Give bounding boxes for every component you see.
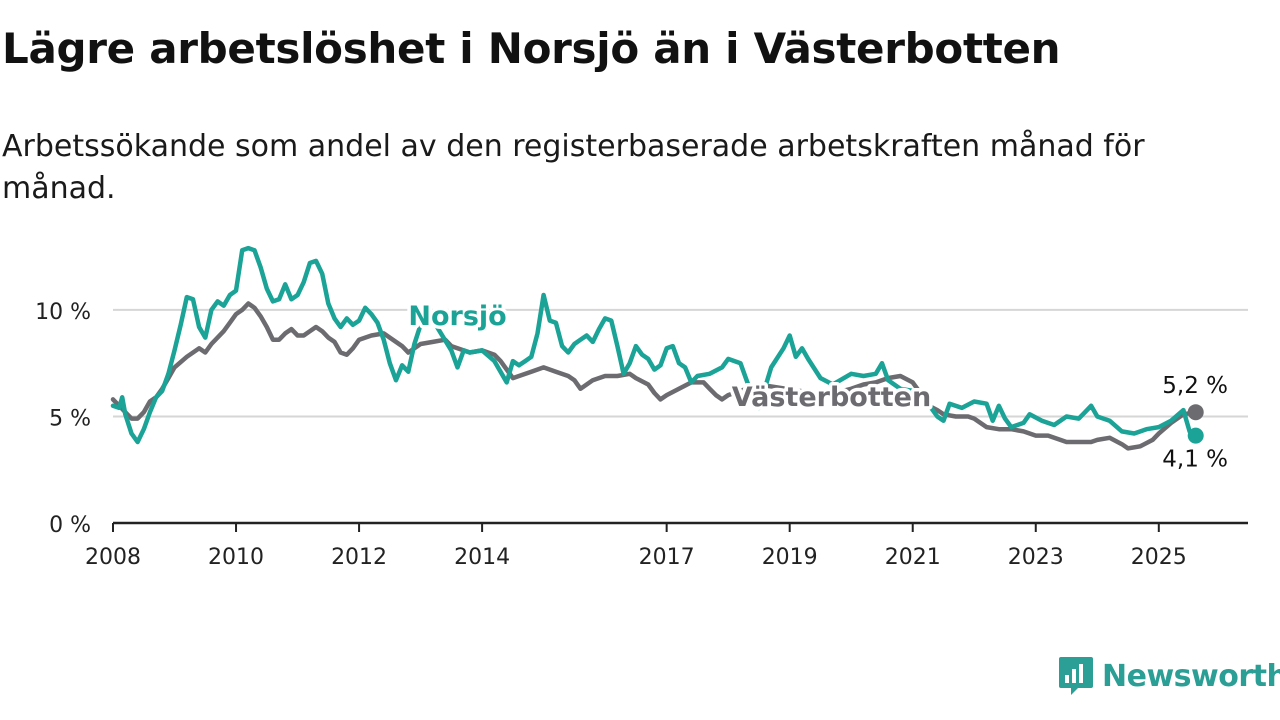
series-line-vasterbotten [110,301,1198,451]
x-tick-label: 2010 [208,545,264,570]
x-tick-label: 2023 [1008,545,1064,570]
newsworthy-logo-icon [1059,657,1093,695]
y-tick-label: 0 % [49,513,91,538]
x-tick-label: 2014 [454,545,510,570]
x-tick-label: 2025 [1131,545,1187,570]
series-line-norsjo [110,245,1198,445]
x-tick-label: 2019 [762,545,818,570]
end-point-norsjo [1187,427,1204,444]
series-name-label-vasterbotten: Västerbotten [732,382,931,413]
chart-title: Lägre arbetslöshet i Norsjö än i Västerb… [2,24,1061,73]
x-tick-label: 2021 [885,545,941,570]
end-value-label-norsjo: 4,1 % [1162,447,1228,473]
x-tick-label: 2017 [639,545,695,570]
series-name-label-norsjo: Norsjö [408,301,506,332]
brand: Newsworthy [1058,654,1280,698]
brand-name: Newsworthy [1102,658,1280,694]
chart-subtitle: Arbetssökande som andel av den registerb… [2,129,1145,206]
x-tick-label: 2012 [331,545,387,570]
end-value-label-vasterbotten: 5,2 % [1162,373,1228,399]
x-tick-label: 2008 [85,545,141,570]
end-point-vasterbotten [1187,404,1204,421]
y-tick-label: 10 % [35,300,91,325]
y-tick-label: 5 % [49,406,91,431]
